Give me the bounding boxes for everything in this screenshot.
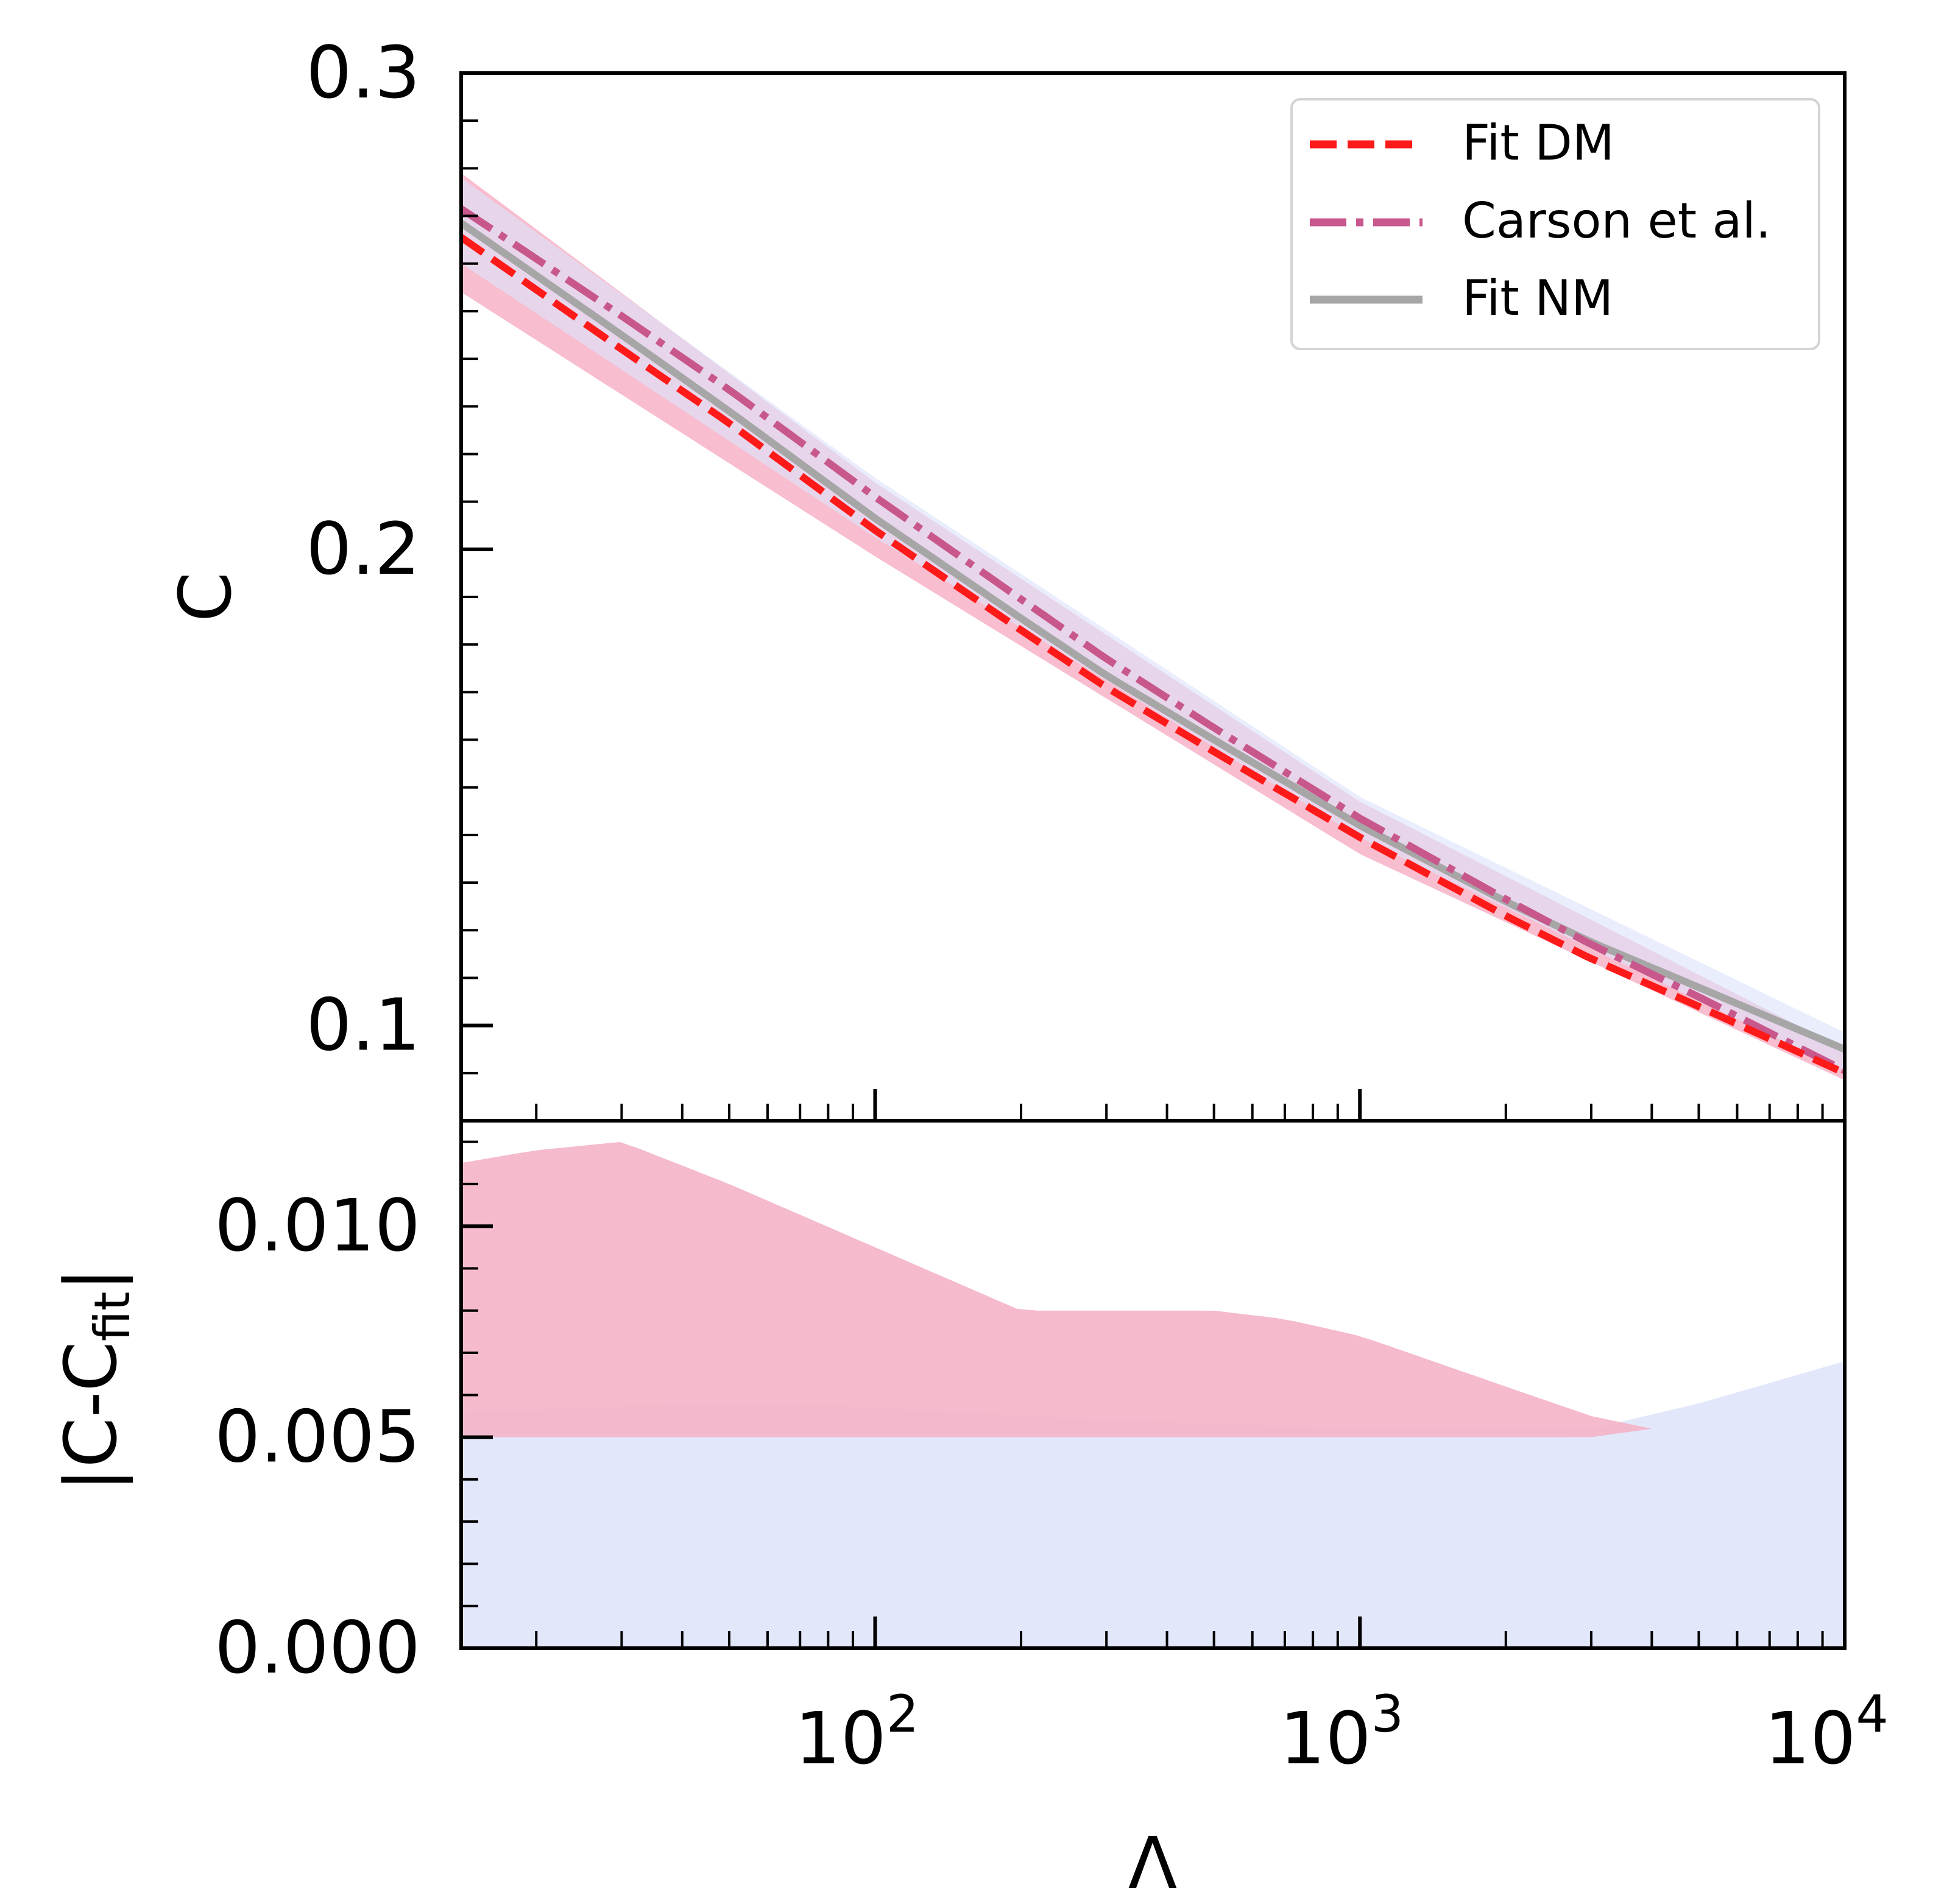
data-fill-layer bbox=[461, 173, 1845, 1648]
x-axis-label: Λ bbox=[1128, 1821, 1178, 1904]
bottom-y-tick-label: 0.010 bbox=[214, 1183, 420, 1268]
legend-label-fit-dm: Fit DM bbox=[1462, 115, 1614, 171]
band-nm-sample bbox=[461, 178, 1845, 1071]
fit-lines-layer bbox=[459, 205, 1847, 1077]
x-tick-label: 103 bbox=[1279, 1684, 1404, 1780]
line-fit-dm bbox=[459, 234, 1847, 1077]
x-tick-label-base: 10 bbox=[1279, 1696, 1371, 1780]
x-tick-label-base: 10 bbox=[795, 1696, 886, 1780]
x-tick-label-exponent: 3 bbox=[1371, 1684, 1404, 1744]
legend: Fit DM Carson et al. Fit NM bbox=[1290, 98, 1820, 350]
legend-label-fit-nm: Fit NM bbox=[1462, 270, 1613, 326]
top-y-tick-label: 0.3 bbox=[306, 30, 420, 115]
top-y-axis-label: C bbox=[163, 572, 247, 622]
line-carson-et-al bbox=[459, 205, 1847, 1074]
bottom-y-axis-label: |C-Cfit| bbox=[49, 1268, 141, 1492]
axis-ticks-layer bbox=[461, 71, 1824, 1650]
bottom-y-tick-label: 0.005 bbox=[214, 1395, 420, 1479]
region-dm-residuals bbox=[461, 1141, 1652, 1437]
x-tick-label-base: 10 bbox=[1764, 1696, 1856, 1780]
x-tick-label: 102 bbox=[795, 1684, 919, 1780]
bottom-y-tick-label: 0.000 bbox=[214, 1606, 420, 1690]
x-tick-label: 104 bbox=[1764, 1684, 1889, 1780]
top-y-tick-label: 0.2 bbox=[306, 507, 420, 591]
legend-box bbox=[1290, 98, 1820, 350]
top-y-tick-label: 0.1 bbox=[306, 983, 420, 1067]
bottom-panel-frame bbox=[459, 1119, 1847, 1650]
residual-label-end: | bbox=[49, 1268, 133, 1292]
residual-label-main: |C-C bbox=[49, 1341, 133, 1492]
line-fit-nm bbox=[459, 220, 1847, 1053]
residual-label-subscript: fit bbox=[84, 1291, 141, 1341]
x-tick-label-exponent: 4 bbox=[1856, 1684, 1888, 1744]
legend-label-carson: Carson et al. bbox=[1462, 192, 1771, 249]
x-tick-label-exponent: 2 bbox=[886, 1684, 919, 1744]
